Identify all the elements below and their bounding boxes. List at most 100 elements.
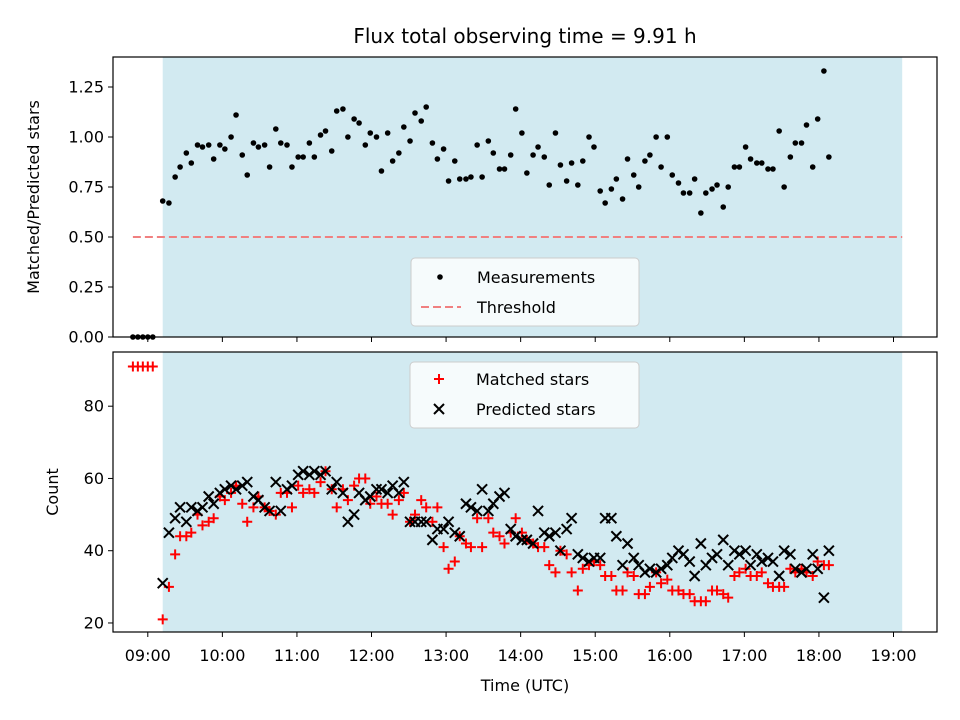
measurement-point xyxy=(792,140,799,146)
measurement-point xyxy=(591,144,597,150)
measurement-point xyxy=(758,160,765,166)
measurement-point xyxy=(635,184,642,190)
matched-star-marker xyxy=(382,498,393,509)
matched-star-marker xyxy=(823,560,834,571)
matched-star-marker xyxy=(298,487,309,498)
measurement-point xyxy=(530,152,536,158)
matched-star-marker xyxy=(477,542,488,553)
x-tick-label: 15:00 xyxy=(572,646,618,665)
matched-star-marker xyxy=(779,581,790,592)
predicted-star-marker xyxy=(800,563,813,575)
measurement-point xyxy=(261,142,268,148)
measurement-point xyxy=(575,182,581,188)
measurement-point xyxy=(239,152,246,158)
measurement-point xyxy=(736,164,743,170)
predicted-star-marker xyxy=(543,530,555,542)
matched-star-marker xyxy=(700,596,711,607)
measurement-point xyxy=(468,174,474,180)
predicted-star-marker xyxy=(527,537,539,550)
x-tick-label: 09:00 xyxy=(125,646,171,665)
legend: Matched stars Predicted stars xyxy=(409,361,640,429)
y-tick-label: 0.25 xyxy=(68,278,104,297)
matched-star-marker xyxy=(465,542,476,553)
measurement-point xyxy=(720,204,727,210)
measurement-point xyxy=(345,134,351,140)
measurement-point xyxy=(266,164,273,170)
measurement-point xyxy=(429,140,436,146)
measurement-point xyxy=(597,188,603,194)
predicted-star-marker xyxy=(263,505,276,517)
y-tick-label: 80 xyxy=(84,397,104,416)
matched-star-marker xyxy=(483,513,494,524)
matched-star-marker xyxy=(197,520,208,531)
measurement-point xyxy=(642,158,648,164)
measurement-point xyxy=(747,156,754,162)
legend-predicted-marker xyxy=(433,403,445,415)
measurement-point xyxy=(664,134,671,140)
matched-star-marker xyxy=(572,585,583,596)
measurement-point xyxy=(698,210,704,216)
matched-star-marker xyxy=(499,538,510,549)
predicted-star-marker xyxy=(695,537,707,550)
matched-star-marker xyxy=(617,585,628,596)
measurement-point xyxy=(222,146,228,152)
predicted-star-marker xyxy=(476,483,488,495)
x-tick-label: 11:00 xyxy=(274,646,320,665)
measurement-point xyxy=(277,140,284,146)
predicted-star-marker xyxy=(661,559,674,571)
measurement-point xyxy=(273,126,279,132)
measurement-point xyxy=(250,140,257,146)
legend-label-measurements: Measurements xyxy=(477,268,595,287)
predicted-star-marker xyxy=(594,552,606,564)
y-tick-label: 1.25 xyxy=(68,78,104,97)
measurement-point xyxy=(630,172,637,178)
measurement-point xyxy=(328,148,335,154)
measurement-point xyxy=(608,186,615,192)
matched-star-marker xyxy=(595,560,606,571)
predicted-star-marker xyxy=(331,476,343,488)
matched-star-marker xyxy=(157,614,168,625)
measurement-point xyxy=(210,156,217,162)
axes-frame xyxy=(112,56,938,338)
x-tick-label: 13:00 xyxy=(423,646,469,665)
measurement-point xyxy=(373,134,380,140)
measurement-point xyxy=(284,142,290,148)
predicted-star-marker xyxy=(722,559,734,571)
measurement-point xyxy=(770,166,776,172)
measurement-point xyxy=(384,130,391,136)
matched-star-marker xyxy=(472,513,483,524)
measurement-point xyxy=(172,174,178,180)
matched-star-marker xyxy=(286,502,297,513)
measurement-point xyxy=(407,138,413,144)
y-axis-label: Count xyxy=(43,468,62,516)
predicted-star-marker xyxy=(326,483,338,495)
measurement-point xyxy=(188,160,195,166)
measurement-point xyxy=(440,146,447,152)
matched-star-marker xyxy=(242,516,253,527)
x-tick-label: 16:00 xyxy=(647,646,693,665)
y-tick-label: 0.50 xyxy=(68,228,104,247)
y-tick-label: 60 xyxy=(84,469,104,488)
x-tick-label: 14:00 xyxy=(498,646,544,665)
matched-star-marker xyxy=(544,560,555,571)
predicted-star-marker xyxy=(605,512,618,524)
measurement-point xyxy=(401,124,407,130)
predicted-star-marker xyxy=(180,516,193,528)
predicted-star-marker xyxy=(818,591,830,604)
predicted-star-marker xyxy=(442,516,455,528)
predicted-star-marker xyxy=(375,483,388,495)
measurement-point xyxy=(535,144,541,150)
measurement-point xyxy=(826,154,832,160)
matched-star-marker xyxy=(416,495,427,506)
predicted-star-marker xyxy=(308,465,321,477)
measurement-point xyxy=(809,164,816,170)
measurement-point xyxy=(456,176,463,182)
matched-star-marker xyxy=(639,589,650,600)
predicted-star-marker xyxy=(319,465,332,477)
measurement-point xyxy=(546,182,553,188)
measurement-point xyxy=(814,116,821,122)
measurement-point xyxy=(776,128,782,134)
predicted-star-marker xyxy=(185,501,198,514)
y-tick-label: 1.00 xyxy=(68,128,104,147)
